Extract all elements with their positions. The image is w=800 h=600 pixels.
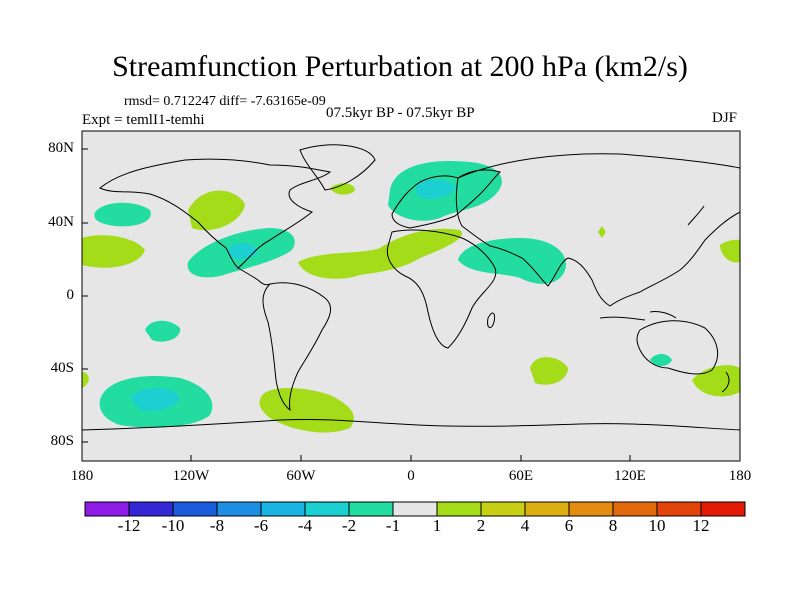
colorbar-tick-label: 10 — [648, 516, 666, 535]
colorbar-swatch — [524, 501, 570, 517]
colorbar-tick-label: 6 — [564, 516, 574, 535]
axis-ticks — [82, 148, 631, 461]
colorbar-swatch — [260, 501, 306, 517]
lat-label: 40N — [48, 214, 74, 230]
colorbar-swatch — [612, 501, 658, 517]
season-label: DJF — [712, 110, 738, 126]
colorbar-tick-label: -2 — [341, 516, 357, 535]
lon-label: 180 — [70, 468, 94, 484]
coastlines — [81, 144, 741, 431]
lat-label: 40S — [50, 360, 74, 376]
lat-label: 80S — [50, 433, 74, 449]
colorbar-tick-label: 12 — [692, 516, 710, 535]
plot-title: Streamfunction Perturbation at 200 hPa (… — [112, 50, 688, 83]
colorbar — [84, 501, 746, 517]
colorbar-tick-label: -6 — [253, 516, 269, 535]
colorbar-tick-label: 1 — [432, 516, 442, 535]
lon-label: 60W — [286, 468, 316, 484]
lon-label: 0 — [407, 468, 415, 484]
negative-anomaly-patches — [94, 160, 672, 428]
colorbar-swatch — [172, 501, 218, 517]
positive-anomaly-patches — [82, 183, 740, 433]
stats-label: rmsd= 0.712247 diff= -7.63165e-09 — [124, 94, 326, 109]
lat-label: 0 — [66, 287, 75, 303]
colorbar-swatch — [348, 501, 394, 517]
colorbar-tick-label: -4 — [297, 516, 313, 535]
colorbar-swatch — [84, 501, 130, 517]
colorbar-tick-label: 2 — [476, 516, 486, 535]
colorbar-swatch — [436, 501, 482, 517]
colorbar-tick-label: 8 — [608, 516, 618, 535]
colorbar-tick-label: -12 — [117, 516, 141, 535]
colorbar-swatch — [216, 501, 262, 517]
colorbar-tick-label: 4 — [520, 516, 530, 535]
colorbar-swatch — [392, 501, 438, 517]
lat-label: 80N — [48, 140, 74, 156]
experiment-label: Expt = temlI1-temhi — [82, 112, 205, 128]
lon-label: 120E — [614, 468, 646, 484]
colorbar-swatch — [480, 501, 526, 517]
lon-label: 60E — [508, 468, 534, 484]
colorbar-tick-label: -1 — [385, 516, 401, 535]
colorbar-tick-label: -10 — [161, 516, 185, 535]
lon-label: 180 — [728, 468, 752, 484]
colorbar-swatch — [128, 501, 174, 517]
colorbar-swatch — [700, 501, 746, 517]
colorbar-swatch — [304, 501, 350, 517]
colorbar-swatch — [656, 501, 702, 517]
colorbar-tick-label: -8 — [209, 516, 225, 535]
period-label: 07.5kyr BP - 07.5kyr BP — [326, 105, 475, 121]
lon-label: 120W — [172, 468, 210, 484]
colorbar-swatch — [568, 501, 614, 517]
